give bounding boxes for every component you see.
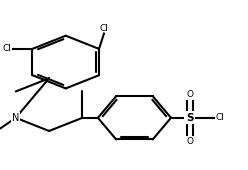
Text: Cl: Cl [99, 24, 108, 33]
Text: O: O [186, 137, 193, 146]
Text: N: N [12, 113, 20, 123]
Text: S: S [186, 113, 193, 123]
Text: Cl: Cl [2, 44, 11, 53]
Text: Cl: Cl [216, 113, 224, 122]
Text: O: O [186, 90, 193, 99]
